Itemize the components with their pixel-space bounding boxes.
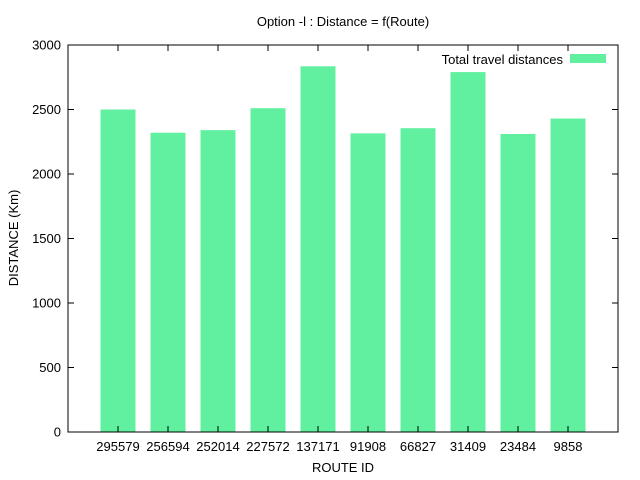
- y-axis-label: DISTANCE (Km): [6, 190, 21, 287]
- y-tick-label: 1000: [32, 296, 61, 311]
- bar: [450, 72, 486, 432]
- y-tick-label: 1500: [32, 231, 61, 246]
- x-axis-label: ROUTE ID: [312, 460, 374, 475]
- y-tick-label: 2500: [32, 102, 61, 117]
- y-tick-label: 2000: [32, 167, 61, 182]
- legend: Total travel distances: [442, 52, 606, 67]
- x-tick-label: 31409: [450, 439, 486, 454]
- bar: [500, 134, 536, 432]
- x-tick-label: 295579: [96, 439, 139, 454]
- x-tick-label: 9858: [554, 439, 583, 454]
- bar: [250, 108, 286, 433]
- x-tick-label: 23484: [500, 439, 536, 454]
- x-tick-label: 252014: [196, 439, 239, 454]
- bar: [300, 66, 336, 432]
- legend-label: Total travel distances: [442, 52, 564, 67]
- x-tick-label: 137171: [296, 439, 339, 454]
- y-tick-label: 0: [54, 425, 61, 440]
- legend-swatch: [570, 54, 606, 63]
- chart-title: Option -l : Distance = f(Route): [257, 14, 429, 29]
- bar: [550, 118, 586, 432]
- x-tick-label: 227572: [246, 439, 289, 454]
- plot-area: 0 500 1000 1500 2000 2500 3000 295579 256594 2520…: [32, 38, 618, 454]
- x-tick-label: 91908: [350, 439, 386, 454]
- bar: [400, 128, 436, 432]
- bar: [100, 109, 136, 432]
- plot-frame: [67, 44, 619, 433]
- bar: [200, 130, 236, 432]
- x-tick-label: 66827: [400, 439, 436, 454]
- bar: [150, 132, 186, 432]
- y-tick-label: 500: [39, 360, 61, 375]
- x-tick-label: 256594: [146, 439, 189, 454]
- y-tick-label: 3000: [32, 38, 61, 53]
- bar: [350, 133, 386, 433]
